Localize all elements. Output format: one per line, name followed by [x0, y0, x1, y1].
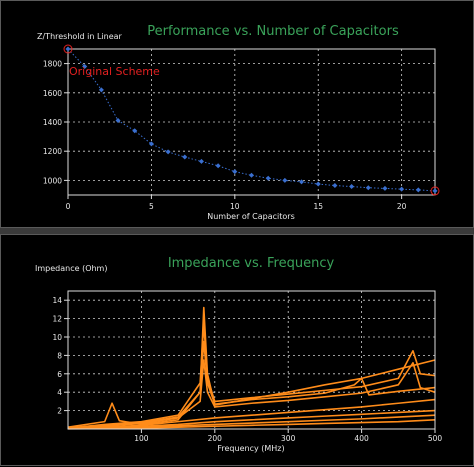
- performance-point: [98, 87, 104, 93]
- performance-point: [349, 184, 355, 190]
- impedance-grid: [68, 291, 436, 429]
- impedance-y-tick-label: 8: [57, 351, 62, 360]
- performance-point: [315, 181, 321, 187]
- impedance-y-tick-label: 4: [57, 388, 62, 397]
- impedance-chart-panel: Impedance vs. Frequency Impedance (Ohm) …: [0, 234, 474, 466]
- performance-point: [299, 179, 305, 185]
- panel-divider: [0, 228, 474, 234]
- impedance-series: [67, 306, 436, 430]
- performance-chart-title: Performance vs. Number of Capacitors: [147, 24, 399, 39]
- performance-point: [382, 185, 388, 191]
- performance-point: [365, 185, 371, 191]
- impedance-y-tick-label: 6: [57, 370, 62, 379]
- impedance-line: [67, 340, 436, 429]
- impedance-line: [67, 359, 436, 429]
- impedance-chart: Impedance vs. Frequency Impedance (Ohm) …: [35, 256, 442, 453]
- highlight-marker: [430, 186, 440, 196]
- impedance-y-axis-label: Impedance (Ohm): [35, 264, 107, 273]
- impedance-x-tick-label: 300: [281, 434, 296, 443]
- impedance-x-tick-label: 400: [354, 434, 369, 443]
- performance-x-tick-label: 5: [149, 202, 154, 211]
- performance-point: [432, 188, 438, 194]
- impedance-line: [67, 322, 436, 429]
- highlight-marker: [63, 44, 73, 54]
- performance-y-axis-label: Z/Threshold in Linear: [37, 32, 123, 41]
- performance-point: [399, 186, 405, 192]
- performance-chart-panel: Performance vs. Number of Capacitors Z/T…: [0, 0, 474, 228]
- performance-x-tick-label: 10: [230, 202, 240, 211]
- impedance-y-tick-label: 10: [52, 333, 62, 342]
- performance-point: [232, 169, 238, 175]
- impedance-line: [67, 419, 436, 430]
- performance-series: [63, 44, 440, 196]
- performance-point: [65, 46, 71, 52]
- performance-point: [215, 163, 221, 169]
- performance-y-tick-label: 1600: [43, 89, 62, 98]
- performance-point: [415, 187, 421, 193]
- performance-point: [265, 175, 271, 181]
- impedance-x-axis-label: Frequency (MHz): [217, 444, 284, 453]
- performance-x-axis-label: Number of Capacitors: [207, 212, 295, 221]
- performance-chart: Performance vs. Number of Capacitors Z/T…: [37, 24, 440, 221]
- performance-x-tick-label: 20: [397, 202, 407, 211]
- impedance-plot-area: [67, 290, 436, 430]
- performance-y-tick-label: 1400: [43, 118, 62, 127]
- performance-point: [282, 177, 288, 183]
- impedance-chart-title: Impedance vs. Frequency: [168, 256, 335, 271]
- performance-x-tick-label: 15: [313, 202, 323, 211]
- original-scheme-annotation: Original Scheme: [69, 65, 160, 78]
- impedance-x-tick-label: 500: [428, 434, 443, 443]
- performance-ticks: 0 5 10 15 20 1000 1200 1400 1600 1800: [43, 60, 407, 211]
- performance-point: [132, 128, 138, 134]
- performance-x-tick-label: 0: [66, 202, 71, 211]
- impedance-y-tick-label: 14: [52, 296, 62, 305]
- impedance-x-tick-label: 100: [134, 434, 149, 443]
- performance-point: [165, 149, 171, 155]
- impedance-y-tick-label: 12: [52, 315, 62, 324]
- performance-grid: [68, 49, 435, 195]
- impedance-ticks: 100 200 300 400 500 2 4 6 8 10 12 14: [52, 296, 442, 443]
- impedance-y-tick-label: 2: [57, 407, 62, 416]
- performance-point: [198, 158, 204, 164]
- impedance-line: [67, 306, 436, 428]
- performance-point: [148, 141, 154, 147]
- performance-point: [249, 172, 254, 178]
- performance-point: [115, 118, 121, 124]
- impedance-x-tick-label: 200: [208, 434, 223, 443]
- performance-point: [182, 154, 188, 160]
- performance-point: [82, 64, 88, 70]
- performance-y-tick-label: 1800: [43, 60, 62, 69]
- performance-y-tick-label: 1200: [43, 147, 62, 156]
- performance-point: [332, 183, 338, 189]
- performance-y-tick-label: 1000: [43, 176, 62, 185]
